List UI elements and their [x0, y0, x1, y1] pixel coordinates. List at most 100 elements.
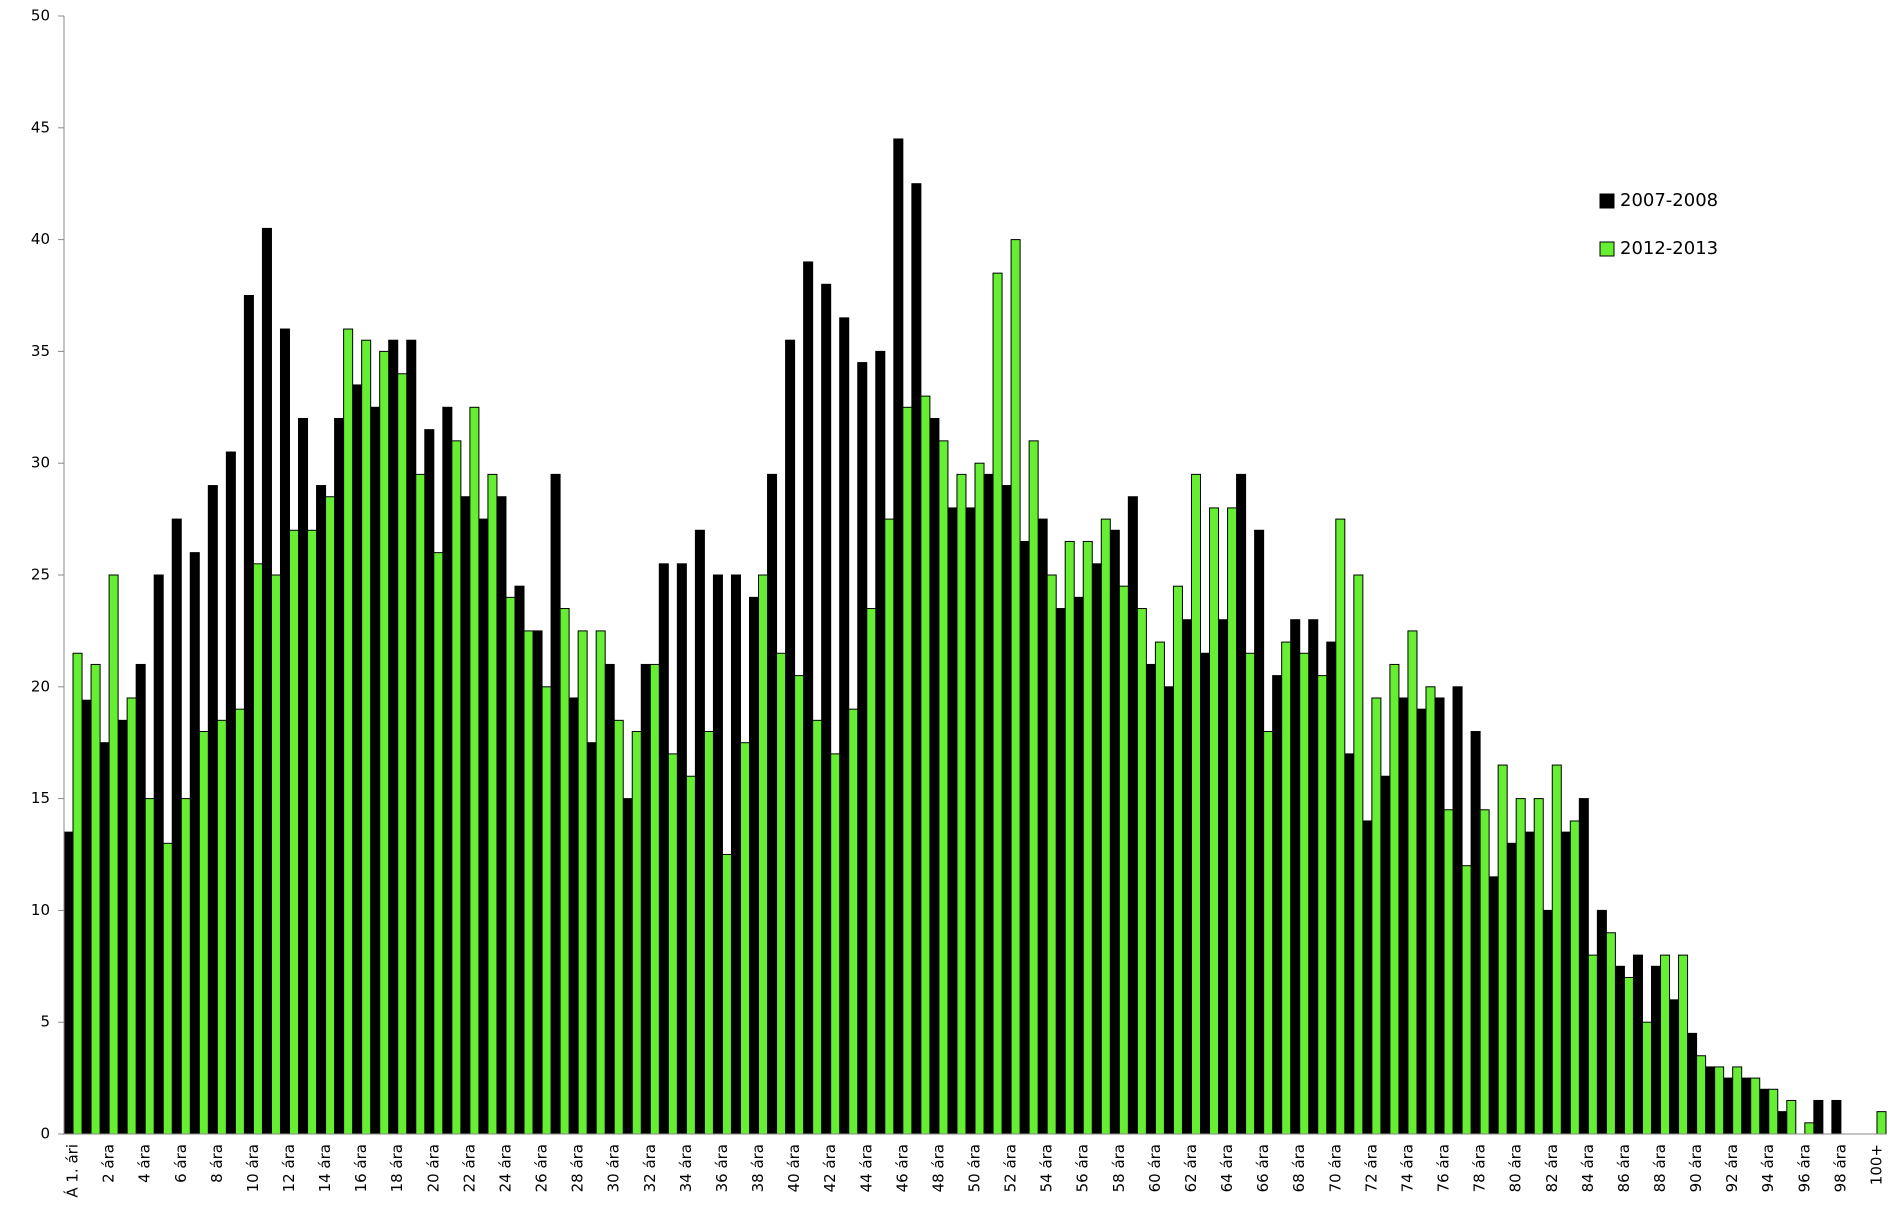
bar	[1353, 574, 1364, 1135]
x-tick-label: 18 ára	[388, 1144, 406, 1192]
bar	[469, 406, 480, 1135]
bar	[902, 406, 913, 1135]
y-tick-label: 25	[31, 566, 50, 584]
bar	[1082, 540, 1093, 1135]
bar	[1578, 798, 1589, 1135]
bar	[406, 339, 417, 1135]
x-tick-label: 38 ára	[749, 1144, 767, 1192]
bar	[1650, 965, 1662, 1135]
bar	[514, 585, 525, 1135]
bar	[947, 507, 958, 1135]
legend-label: 2012-2013	[1620, 238, 1718, 259]
bar	[162, 842, 173, 1135]
x-tick-label: 92 ára	[1723, 1144, 1741, 1192]
bar	[550, 473, 561, 1135]
bar	[1227, 507, 1238, 1135]
bar	[1506, 842, 1517, 1135]
bar	[658, 563, 669, 1135]
x-tick-label: 48 ára	[929, 1144, 947, 1192]
bar	[866, 608, 877, 1135]
bar	[307, 529, 318, 1135]
bar	[1876, 1111, 1887, 1135]
x-tick-label: 20 ára	[424, 1144, 442, 1192]
x-tick-label: 100+	[1867, 1144, 1885, 1185]
bar	[1605, 932, 1616, 1135]
bar	[1001, 485, 1012, 1135]
bar	[1587, 954, 1598, 1135]
bar	[180, 798, 191, 1135]
bar	[72, 652, 83, 1135]
bar	[388, 339, 399, 1135]
x-tick-label: 90 ára	[1687, 1144, 1705, 1192]
bar	[875, 350, 886, 1135]
bar	[676, 563, 687, 1135]
bar	[117, 719, 128, 1135]
bar	[1407, 630, 1418, 1135]
bar	[1199, 652, 1211, 1135]
bar	[1245, 652, 1256, 1135]
bar	[1641, 1021, 1652, 1135]
bar	[496, 496, 507, 1135]
x-tick-label: 40 ára	[785, 1144, 803, 1192]
bar	[821, 283, 832, 1135]
bar	[216, 719, 227, 1135]
bar	[63, 831, 74, 1135]
bar	[90, 663, 101, 1135]
bar	[848, 708, 859, 1135]
bar	[920, 395, 931, 1135]
bar	[108, 574, 119, 1135]
bar	[1172, 585, 1183, 1135]
bar	[1669, 999, 1680, 1135]
bar	[893, 138, 904, 1135]
y-tick-label: 35	[31, 342, 50, 360]
bar	[1317, 675, 1328, 1135]
bar	[198, 731, 209, 1135]
bar	[631, 731, 642, 1135]
x-tick-label: 70 ára	[1326, 1144, 1344, 1192]
bar	[1750, 1077, 1761, 1135]
x-tick-label: 6 ára	[172, 1144, 190, 1183]
x-tick-label: Á 1. ári	[63, 1144, 82, 1198]
x-tick-label: 16 ára	[352, 1144, 370, 1192]
x-tick-label: 86 ára	[1615, 1144, 1633, 1192]
bar	[1443, 809, 1454, 1135]
bar	[974, 462, 985, 1135]
bar	[1118, 585, 1129, 1135]
bar	[460, 496, 471, 1135]
bar	[171, 518, 182, 1135]
y-tick-label: 15	[31, 789, 50, 807]
bar	[992, 272, 1003, 1135]
bar	[1777, 1111, 1788, 1135]
bar	[424, 429, 435, 1135]
bar	[1741, 1077, 1752, 1135]
bar	[1425, 686, 1436, 1135]
bar	[379, 350, 390, 1135]
bar	[938, 440, 949, 1135]
x-tick-label: 10 ára	[244, 1144, 262, 1192]
bar	[613, 719, 624, 1135]
bar	[1759, 1088, 1770, 1135]
bar	[1091, 563, 1102, 1135]
bar	[1678, 954, 1689, 1135]
bar	[1181, 619, 1192, 1135]
x-tick-label: 78 ára	[1471, 1144, 1489, 1192]
y-tick-label: 45	[31, 118, 50, 136]
x-tick-label: 82 ára	[1543, 1144, 1561, 1192]
x-tick-label: 80 ára	[1507, 1144, 1525, 1192]
bar	[189, 552, 200, 1135]
bar	[1461, 865, 1472, 1135]
y-tick-label: 30	[31, 454, 50, 472]
bar	[884, 518, 895, 1135]
bar	[370, 406, 381, 1135]
bar	[1515, 798, 1526, 1135]
bar	[586, 742, 597, 1135]
bar	[1705, 1066, 1716, 1135]
bar	[649, 663, 660, 1135]
bar	[334, 417, 345, 1135]
y-tick-label: 0	[40, 1125, 50, 1143]
bar	[505, 596, 516, 1135]
bar	[1236, 473, 1247, 1135]
bar	[1569, 820, 1580, 1135]
bar	[767, 473, 778, 1135]
x-tick-label: 44 ára	[857, 1144, 875, 1192]
